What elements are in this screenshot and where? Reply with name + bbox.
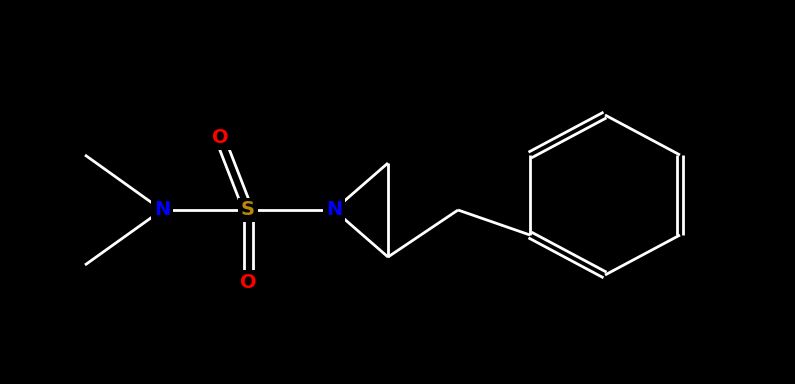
Text: N: N xyxy=(154,200,170,220)
Text: O: O xyxy=(239,273,256,291)
Text: S: S xyxy=(241,200,255,220)
Text: N: N xyxy=(326,200,342,220)
Text: O: O xyxy=(211,129,228,147)
